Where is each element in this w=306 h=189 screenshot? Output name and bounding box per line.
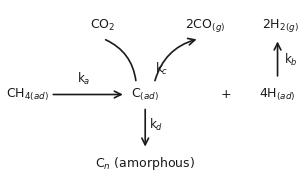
Text: 2H$_{2(g)}$: 2H$_{2(g)}$	[262, 17, 299, 34]
Text: CH$_{4(ad)}$: CH$_{4(ad)}$	[6, 86, 49, 103]
Text: k$_c$: k$_c$	[155, 61, 168, 77]
Text: 2CO$_{(g)}$: 2CO$_{(g)}$	[185, 17, 226, 34]
Text: +: +	[221, 88, 232, 101]
Text: C$_n$ (amorphous): C$_n$ (amorphous)	[95, 155, 195, 172]
Text: C$_{(ad)}$: C$_{(ad)}$	[131, 86, 159, 103]
Text: k$_d$: k$_d$	[149, 117, 163, 133]
Text: k$_b$: k$_b$	[284, 52, 298, 68]
Text: CO$_2$: CO$_2$	[91, 18, 116, 33]
Text: 4H$_{(ad)}$: 4H$_{(ad)}$	[259, 86, 296, 103]
Text: k$_a$: k$_a$	[77, 71, 90, 87]
